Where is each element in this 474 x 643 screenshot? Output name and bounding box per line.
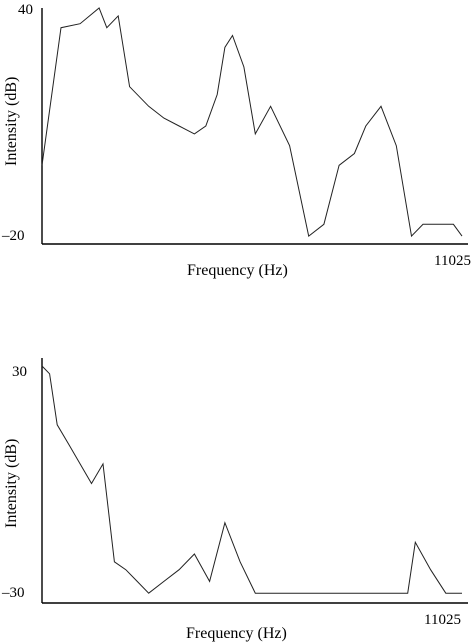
chart-bottom-x-axis-label: Frequency (Hz) [186,625,287,642]
chart-top-y-tick-max: 40 [18,2,33,18]
chart-bottom-y-tick-max: 30 [12,364,27,380]
chart-bottom: 30 –30 11025 Frequency (Hz) Intensity (d… [1,358,468,642]
chart-top: 40 –20 11025 Frequency (Hz) Intensity (d… [1,2,471,279]
chart-bottom-y-tick-min: –30 [1,585,25,601]
chart-top-series-line [41,7,463,238]
chart-bottom-y-axis-label: Intensity (dB) [3,439,20,528]
chart-top-y-tick-min: –20 [1,228,25,244]
chart-top-x-axis-label: Frequency (Hz) [187,262,288,279]
chart-bottom-series-line [41,365,462,594]
chart-top-y-axis-label: Intensity (dB) [3,77,20,166]
chart-top-x-tick-max: 11025 [434,253,471,269]
chart-bottom-x-tick-max: 11025 [424,612,461,628]
